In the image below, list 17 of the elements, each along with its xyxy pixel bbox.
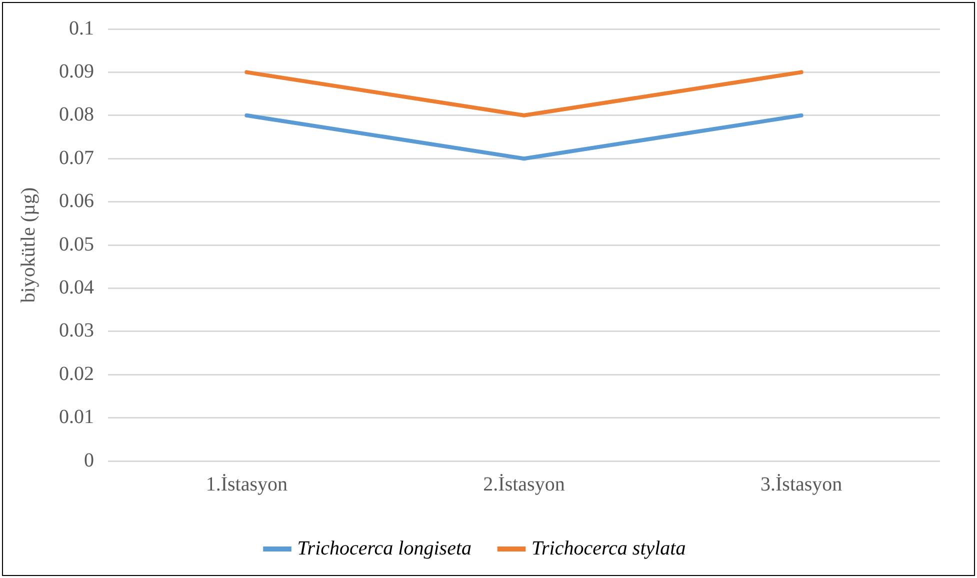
- y-tick-label: 0.01: [59, 406, 94, 428]
- y-tick-label: 0: [84, 449, 94, 472]
- y-tick-label: 0.02: [59, 362, 94, 385]
- x-tick-label: 1.İstasyon: [206, 473, 288, 496]
- y-tick-label: 0.06: [59, 190, 94, 212]
- y-tick-label: 0.09: [59, 60, 94, 82]
- legend-label: Trichocerca longiseta: [297, 537, 472, 560]
- y-axis-title: biyokütle (µg): [17, 187, 40, 303]
- y-tick-label: 0.08: [59, 104, 94, 126]
- y-tick-label: 0.04: [59, 276, 94, 298]
- y-tick-label: 0.03: [59, 320, 94, 342]
- y-tick-label: 0.1: [69, 17, 94, 40]
- x-tick-label: 3.İstasyon: [760, 473, 842, 496]
- x-tick-label: 2.İstasyon: [483, 473, 565, 496]
- legend-label: Trichocerca stylata: [532, 537, 686, 560]
- y-tick-label: 0.05: [59, 233, 94, 256]
- y-tick-label: 0.07: [59, 146, 94, 169]
